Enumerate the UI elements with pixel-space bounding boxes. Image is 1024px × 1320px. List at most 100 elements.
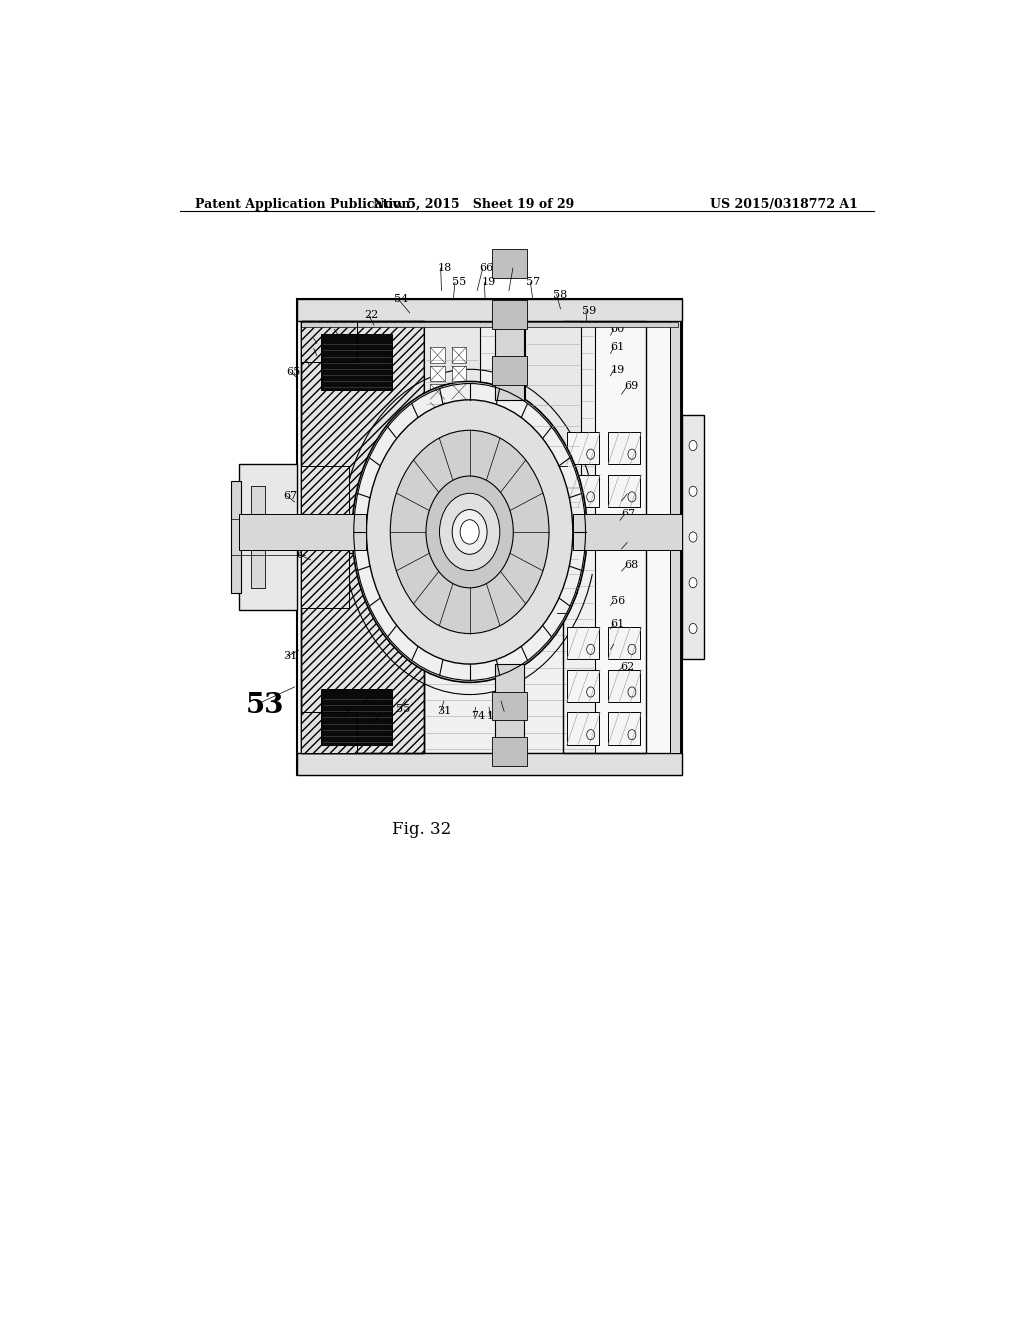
Bar bbox=[572, 513, 682, 550]
Bar bbox=[608, 627, 640, 660]
Bar bbox=[321, 334, 392, 391]
Bar bbox=[301, 466, 348, 609]
Bar bbox=[301, 322, 678, 327]
Circle shape bbox=[439, 494, 500, 570]
Bar bbox=[452, 366, 466, 381]
Bar bbox=[608, 432, 640, 465]
Bar bbox=[301, 713, 356, 752]
Bar bbox=[430, 475, 444, 491]
Bar bbox=[251, 486, 265, 587]
Bar bbox=[608, 669, 640, 702]
Text: 53: 53 bbox=[246, 692, 284, 718]
Text: Fig. 32: Fig. 32 bbox=[392, 821, 452, 838]
Bar bbox=[492, 300, 526, 329]
Circle shape bbox=[689, 623, 697, 634]
Bar bbox=[452, 440, 466, 454]
Text: 57: 57 bbox=[526, 277, 541, 288]
Bar bbox=[567, 432, 599, 465]
Bar bbox=[430, 512, 444, 528]
Text: 59: 59 bbox=[582, 306, 596, 315]
Text: 75: 75 bbox=[303, 355, 316, 364]
Bar bbox=[301, 466, 348, 609]
Text: 61: 61 bbox=[610, 619, 625, 628]
Bar bbox=[608, 713, 640, 744]
Text: 64: 64 bbox=[624, 537, 638, 548]
Text: 74: 74 bbox=[509, 263, 523, 273]
Bar bbox=[452, 494, 466, 510]
Bar bbox=[492, 692, 526, 719]
Text: 38: 38 bbox=[501, 706, 515, 717]
Text: 22: 22 bbox=[365, 310, 379, 319]
Bar bbox=[424, 321, 595, 553]
Text: 54: 54 bbox=[394, 293, 409, 304]
Bar bbox=[301, 321, 424, 553]
Bar bbox=[301, 321, 356, 362]
Text: 58: 58 bbox=[553, 289, 567, 300]
Text: 19: 19 bbox=[481, 277, 496, 288]
Bar bbox=[251, 486, 265, 587]
Circle shape bbox=[390, 430, 549, 634]
Bar bbox=[240, 463, 297, 610]
Bar bbox=[452, 384, 466, 399]
Circle shape bbox=[367, 400, 572, 664]
Bar bbox=[608, 515, 640, 548]
Text: 60: 60 bbox=[610, 639, 625, 649]
Bar bbox=[424, 321, 479, 477]
Circle shape bbox=[352, 381, 587, 682]
Text: 19: 19 bbox=[610, 364, 625, 375]
Bar bbox=[495, 298, 523, 400]
Bar bbox=[670, 321, 680, 752]
Bar bbox=[430, 421, 444, 436]
Text: 55: 55 bbox=[396, 705, 411, 714]
Bar bbox=[430, 457, 444, 473]
Text: 67: 67 bbox=[284, 491, 298, 500]
Text: 31: 31 bbox=[284, 652, 298, 661]
Bar bbox=[495, 664, 523, 752]
Bar bbox=[567, 713, 599, 744]
Text: 20: 20 bbox=[370, 718, 384, 729]
Text: 63: 63 bbox=[296, 550, 310, 560]
Bar bbox=[430, 347, 444, 363]
Bar bbox=[452, 329, 468, 532]
Bar bbox=[301, 321, 356, 362]
Bar bbox=[430, 329, 446, 532]
Text: 22: 22 bbox=[341, 713, 355, 722]
Bar bbox=[301, 540, 424, 752]
Bar bbox=[452, 512, 466, 528]
Bar bbox=[452, 347, 466, 363]
Bar bbox=[492, 738, 526, 766]
Bar bbox=[525, 321, 581, 532]
Bar bbox=[297, 298, 682, 321]
Bar bbox=[297, 298, 682, 775]
Circle shape bbox=[460, 520, 479, 544]
Text: 70: 70 bbox=[624, 488, 638, 499]
Circle shape bbox=[426, 477, 513, 587]
Circle shape bbox=[689, 486, 697, 496]
Text: 20: 20 bbox=[331, 325, 345, 334]
Bar bbox=[559, 520, 577, 544]
Bar bbox=[240, 513, 367, 550]
Bar bbox=[430, 403, 444, 417]
Bar bbox=[430, 494, 444, 510]
Text: 60: 60 bbox=[610, 325, 625, 334]
Text: 68: 68 bbox=[624, 560, 638, 570]
Bar bbox=[608, 474, 640, 507]
Bar bbox=[567, 474, 599, 507]
Bar bbox=[563, 321, 646, 752]
Text: 74: 74 bbox=[471, 711, 485, 722]
Bar bbox=[567, 669, 599, 702]
Text: US 2015/0318772 A1: US 2015/0318772 A1 bbox=[711, 198, 858, 211]
Bar bbox=[424, 540, 595, 752]
Bar bbox=[567, 627, 599, 660]
Bar bbox=[231, 480, 242, 593]
Bar bbox=[321, 689, 392, 744]
Bar bbox=[430, 384, 444, 399]
Bar bbox=[452, 421, 466, 436]
Bar bbox=[301, 713, 356, 752]
Bar bbox=[452, 457, 466, 473]
Bar bbox=[452, 403, 466, 417]
Bar bbox=[452, 475, 466, 491]
Text: Patent Application Publication: Patent Application Publication bbox=[196, 198, 411, 211]
Text: 65: 65 bbox=[287, 367, 301, 376]
Text: 67: 67 bbox=[622, 510, 636, 519]
